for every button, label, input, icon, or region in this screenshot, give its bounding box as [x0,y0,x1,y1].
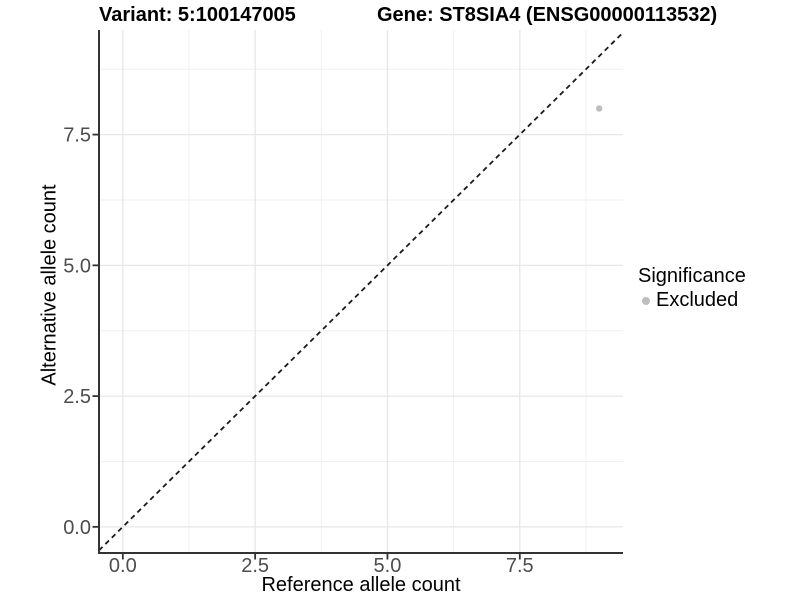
y-tick-label: 7.5 [63,125,91,147]
y-tick-label: 0.0 [63,517,91,539]
y-axis-title: Alternative allele count [38,184,61,386]
legend-key-dot-icon [642,296,650,305]
y-tick-label: 2.5 [63,386,91,408]
identity-dashed-line [98,31,624,552]
x-tick-label: 2.5 [241,555,269,577]
legend: Significance Excluded [638,264,746,312]
legend-item-excluded: Excluded [638,289,746,312]
plot-title-gene: Gene: ST8SIA4 (ENSG00000113532) [377,4,718,26]
x-axis-title: Reference allele count [261,574,461,596]
x-tick-label: 5.0 [374,555,402,577]
data-point-excluded [595,105,603,112]
plot-title-variant: Variant: 5:100147005 [99,4,296,26]
legend-title: Significance [638,265,746,287]
x-tick-label: 7.5 [506,555,534,577]
legend-item-label: Excluded [656,289,739,311]
y-tick-label: 5.0 [63,255,91,277]
x-tick-label: 0.0 [109,555,137,577]
